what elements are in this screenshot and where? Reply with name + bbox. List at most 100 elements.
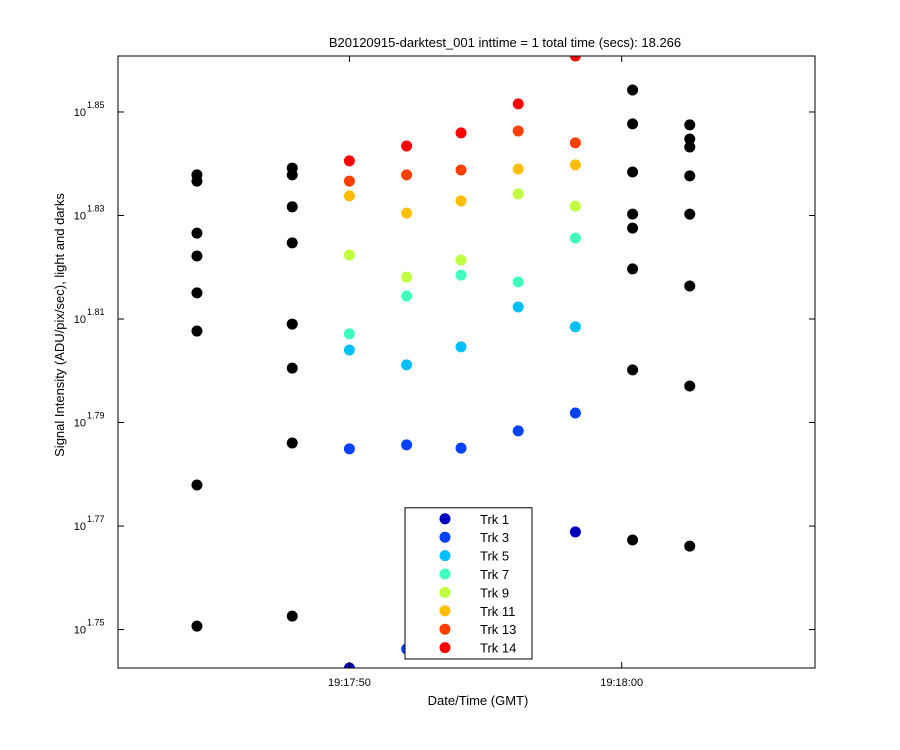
legend-marker [439,531,451,543]
legend-marker [439,550,451,562]
marker [684,540,696,552]
y-tick-label: 10 [74,314,86,326]
legend-label: Trk 1 [480,512,509,527]
y-tick-label: 10 [74,417,86,429]
chart-title: B20120915-darktest_001 inttime = 1 total… [329,35,681,50]
y-tick-exponent: 1.85 [87,100,105,110]
marker [684,380,696,392]
marker [343,249,355,261]
marker [455,269,467,281]
y-tick-exponent: 1.79 [87,410,105,420]
legend-marker [439,568,451,580]
marker [191,287,203,299]
marker [286,237,298,249]
marker [569,232,581,244]
legend-label: Trk 11 [480,604,515,619]
marker [343,175,355,187]
marker [455,341,467,353]
marker [286,437,298,449]
y-tick-label: 10 [74,625,86,637]
marker [401,207,413,219]
marker [455,164,467,176]
marker [627,118,639,130]
marker [512,163,524,175]
y-tick-label: 10 [74,211,86,223]
plot-frame [117,55,816,669]
marker [401,140,413,152]
marker [512,425,524,437]
marker [569,321,581,333]
marker [627,263,639,275]
legend-label: Trk 5 [480,549,509,564]
marker [191,325,203,337]
marker [512,125,524,137]
y-tick-label: 10 [74,107,86,119]
marker [569,200,581,212]
marker [627,166,639,178]
legend-label: Trk 7 [480,567,509,582]
marker [286,610,298,622]
marker [286,362,298,374]
y-tick-label: 10 [74,521,86,533]
legend-marker [439,586,451,598]
marker [191,479,203,491]
legend-marker [439,513,451,525]
x-tick-label: 19:18:00 [600,677,643,689]
legend-marker [439,623,451,635]
legend-marker [439,642,451,654]
marker [684,170,696,182]
marker [684,141,696,153]
legend-label: Trk 13 [480,622,516,637]
marker [684,119,696,131]
marker [191,250,203,262]
marker [401,439,413,451]
legend-label: Trk 9 [480,585,509,600]
y-tick-exponent: 1.77 [87,514,105,524]
marker [512,276,524,288]
marker [512,301,524,313]
marker [684,208,696,220]
y-tick-exponent: 1.81 [87,307,105,317]
marker [455,195,467,207]
marker [401,359,413,371]
legend-box [404,507,533,660]
y-tick-exponent: 1.83 [87,204,105,214]
marker [401,271,413,283]
marker [286,318,298,330]
marker [684,133,696,145]
marker [569,526,581,538]
points [191,56,696,668]
marker [455,127,467,139]
marker [343,328,355,340]
marker [627,208,639,220]
marker [455,442,467,454]
marker [684,280,696,292]
marker [286,169,298,181]
x-axis-label: Date/Time (GMT) [428,693,529,708]
marker [569,159,581,171]
marker [569,56,581,62]
marker [401,169,413,181]
marker [627,222,639,234]
marker [627,534,639,546]
marker [512,188,524,200]
x-tick-label: 19:17:50 [328,677,371,689]
marker [191,620,203,632]
y-axis-label: Signal Intensity (ADU/pix/sec), light an… [52,193,67,457]
marker [343,344,355,356]
marker [343,443,355,455]
marker [569,407,581,419]
marker [286,201,298,213]
marker [401,290,413,302]
marker [343,155,355,167]
legend-marker [439,605,451,617]
legend-label: Trk 3 [480,530,509,545]
marker [569,137,581,149]
legend-label: Trk 14 [480,641,516,656]
marker [343,190,355,202]
marker [191,175,203,187]
marker [627,84,639,96]
marker [627,364,639,376]
marker [455,254,467,266]
